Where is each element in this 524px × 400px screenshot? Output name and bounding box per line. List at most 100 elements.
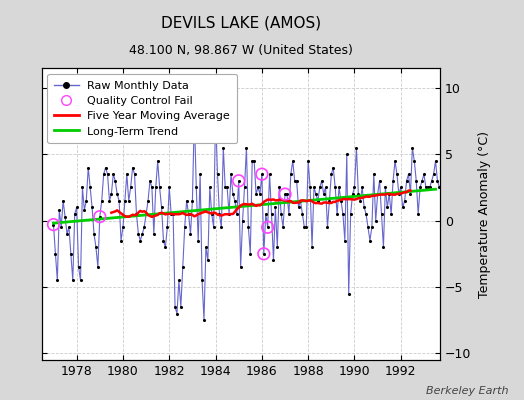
Point xyxy=(335,184,343,191)
Point xyxy=(300,224,309,230)
Point xyxy=(354,191,363,197)
Point xyxy=(235,178,243,184)
Point xyxy=(63,231,71,237)
Point xyxy=(420,171,428,177)
Point xyxy=(460,184,468,191)
Point xyxy=(308,244,316,250)
Point xyxy=(259,251,268,257)
Point xyxy=(356,198,365,204)
Point xyxy=(344,290,353,297)
Point xyxy=(383,204,391,210)
Point xyxy=(90,231,98,237)
Point xyxy=(211,111,220,118)
Point xyxy=(377,211,386,217)
Point xyxy=(416,184,424,191)
Point xyxy=(86,184,94,191)
Point xyxy=(258,171,266,177)
Point xyxy=(100,171,108,177)
Point xyxy=(431,158,440,164)
Point xyxy=(449,164,457,171)
Y-axis label: Temperature Anomaly (°C): Temperature Anomaly (°C) xyxy=(478,130,492,298)
Point xyxy=(69,277,77,284)
Point xyxy=(109,171,117,177)
Point xyxy=(397,184,405,191)
Point xyxy=(210,224,218,230)
Point xyxy=(57,224,66,230)
Point xyxy=(53,277,61,284)
Point xyxy=(117,237,125,244)
Point xyxy=(59,198,68,204)
Point xyxy=(362,211,370,217)
Point xyxy=(182,198,191,204)
Point xyxy=(267,211,276,217)
Point xyxy=(453,178,461,184)
Point xyxy=(171,304,179,310)
Point xyxy=(177,304,185,310)
Point xyxy=(128,164,137,171)
Point xyxy=(312,191,320,197)
Point xyxy=(159,237,168,244)
Point xyxy=(281,191,289,197)
Point xyxy=(433,178,442,184)
Point xyxy=(67,251,75,257)
Text: Berkeley Earth: Berkeley Earth xyxy=(426,386,508,396)
Point xyxy=(125,198,133,204)
Point xyxy=(205,184,214,191)
Point xyxy=(360,204,368,210)
Point xyxy=(351,184,359,191)
Point xyxy=(77,277,85,284)
Point xyxy=(277,211,286,217)
Point xyxy=(78,184,86,191)
Point xyxy=(126,184,135,191)
Point xyxy=(248,158,256,164)
Point xyxy=(49,222,58,228)
Point xyxy=(405,171,413,177)
Point xyxy=(238,218,247,224)
Point xyxy=(187,231,195,237)
Point xyxy=(399,204,407,210)
Point xyxy=(325,198,334,204)
Point xyxy=(146,178,154,184)
Point xyxy=(115,198,123,204)
Point xyxy=(192,184,201,191)
Point xyxy=(289,158,297,164)
Point xyxy=(204,257,212,264)
Point xyxy=(80,207,89,213)
Point xyxy=(157,204,166,210)
Point xyxy=(188,198,196,204)
Point xyxy=(337,198,345,204)
Point xyxy=(456,184,465,191)
Point xyxy=(422,184,430,191)
Point xyxy=(94,264,102,270)
Point xyxy=(375,178,384,184)
Point xyxy=(402,178,411,184)
Point xyxy=(242,144,250,151)
Point xyxy=(241,184,249,191)
Point xyxy=(425,184,434,191)
Point xyxy=(358,184,366,191)
Point xyxy=(341,237,349,244)
Point xyxy=(285,211,293,217)
Point xyxy=(441,204,450,210)
Point xyxy=(389,178,397,184)
Point xyxy=(72,204,81,210)
Point xyxy=(329,164,337,171)
Point xyxy=(71,211,79,217)
Point xyxy=(346,211,355,217)
Point xyxy=(217,224,225,230)
Point xyxy=(97,198,106,204)
Point xyxy=(211,111,220,118)
Point xyxy=(74,264,83,270)
Point xyxy=(130,171,139,177)
Point xyxy=(165,184,173,191)
Point xyxy=(198,277,206,284)
Point xyxy=(429,171,438,177)
Point xyxy=(304,158,312,164)
Point xyxy=(408,144,417,151)
Point xyxy=(264,224,272,230)
Point xyxy=(339,211,347,217)
Point xyxy=(196,171,204,177)
Point xyxy=(161,244,170,250)
Point xyxy=(246,251,255,257)
Point xyxy=(132,211,140,217)
